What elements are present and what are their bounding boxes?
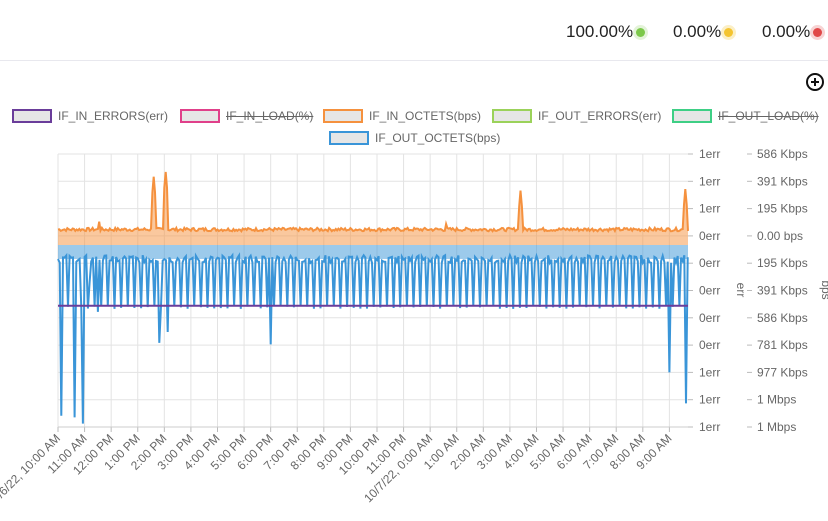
legend-swatch: [323, 109, 363, 123]
legend-swatch: [12, 109, 52, 123]
status-critical: 0.00%: [762, 22, 823, 42]
in-octets-area: [58, 172, 688, 245]
x-tick-label: 1:00 AM: [421, 431, 462, 472]
y-left-tick-label: 1err: [699, 420, 720, 434]
legend-swatch: [672, 109, 712, 123]
legend-swatch: [329, 131, 369, 145]
legend-swatch: [492, 109, 532, 123]
x-tick-label: 11:00 AM: [45, 431, 90, 476]
out-octets-line: [57, 252, 689, 424]
x-tick-label: 8:00 AM: [607, 431, 648, 472]
y-left-tick-label: 0err: [699, 256, 720, 270]
y-right-tick-label: 586 Kbps: [757, 311, 808, 325]
legend-item[interactable]: IF_OUT_OCTETS(bps): [329, 131, 500, 145]
status-critical-value: 0.00%: [762, 22, 811, 41]
y-left-tick-label: 1err: [699, 174, 720, 188]
x-tick-label: 6:00 AM: [554, 431, 595, 472]
x-tick-label: 2:00 AM: [447, 431, 488, 472]
y-right-axis-title: bps: [819, 280, 828, 299]
status-ok: 100.00%: [566, 22, 646, 42]
x-tick-label: 10/6/22, 10:00 AM: [0, 431, 63, 510]
y-right-tick-label: 1 Mbps: [757, 420, 796, 434]
y-right-tick-label: 977 Kbps: [757, 365, 808, 379]
y-right-tick-label: 195 Kbps: [757, 202, 808, 216]
legend-item[interactable]: IF_IN_LOAD(%): [180, 109, 313, 123]
status-ok-value: 100.00%: [566, 22, 634, 41]
x-tick-label: 9:00 PM: [314, 431, 356, 473]
ok-dot-icon: [636, 27, 646, 37]
y-left-tick-label: 0err: [699, 338, 720, 352]
x-tick-label: 4:00 AM: [501, 431, 542, 472]
y-right-tick-label: 781 Kbps: [757, 338, 808, 352]
legend-label: IF_OUT_LOAD(%): [718, 109, 819, 123]
legend-item[interactable]: IF_IN_ERRORS(err): [12, 109, 168, 123]
legend-item[interactable]: IF_OUT_LOAD(%): [672, 109, 819, 123]
zoom-in-icon[interactable]: [806, 73, 824, 91]
y-right-tick-label: 391 Kbps: [757, 174, 808, 188]
y-left-tick-label: 1err: [699, 202, 720, 216]
y-left-tick-label: 0err: [699, 284, 720, 298]
x-tick-label: 3:00 PM: [155, 431, 197, 473]
y-left-tick-label: 1err: [699, 147, 720, 161]
y-left-axis-title: err: [734, 283, 748, 298]
x-tick-label: 10:00 PM: [336, 431, 382, 477]
status-warning-value: 0.00%: [673, 22, 722, 41]
legend-item[interactable]: IF_IN_OCTETS(bps): [323, 109, 481, 123]
y-right-tick-label: 1 Mbps: [757, 393, 796, 407]
legend-label: IF_IN_ERRORS(err): [58, 109, 169, 123]
x-tick-label: 3:00 AM: [474, 431, 515, 472]
status-bar: 100.00% 0.00% 0.00%: [0, 0, 828, 61]
y-right-tick-label: 0.00 bps: [757, 229, 803, 243]
y-left-tick-label: 0err: [699, 229, 720, 243]
x-tick-label: 7:00 PM: [261, 431, 303, 473]
y-right-tick-label: 391 Kbps: [757, 284, 808, 298]
x-tick-label: 7:00 AM: [580, 431, 621, 472]
x-tick-label: 5:00 AM: [527, 431, 568, 472]
y-left-tick-label: 1err: [699, 365, 720, 379]
x-tick-label: 10/7/22, 0:00 AM: [361, 431, 435, 505]
legend-item[interactable]: IF_OUT_ERRORS(err): [492, 109, 661, 123]
x-tick-label: 2:00 PM: [128, 431, 170, 473]
x-tick-label: 6:00 PM: [234, 431, 276, 473]
x-tick-label: 8:00 PM: [287, 431, 329, 473]
x-tick-label: 12:00 PM: [70, 431, 116, 477]
x-tick-label: 11:00 PM: [363, 431, 409, 477]
warning-dot-icon: [724, 27, 734, 37]
critical-dot-icon: [813, 27, 823, 37]
x-tick-label: 9:00 AM: [633, 431, 674, 472]
x-tick-label: 4:00 PM: [181, 431, 223, 473]
status-warning: 0.00%: [673, 22, 734, 42]
x-tick-label: 1:00 PM: [101, 431, 143, 473]
legend-label: IF_IN_LOAD(%): [226, 109, 314, 123]
legend-swatch: [180, 109, 220, 123]
legend-label: IF_OUT_OCTETS(bps): [375, 131, 501, 145]
x-tick-label: 5:00 PM: [208, 431, 250, 473]
legend-label: IF_IN_OCTETS(bps): [369, 109, 482, 123]
y-left-tick-label: 1err: [699, 393, 720, 407]
out-octets-area: [58, 245, 688, 259]
in-octets-line: [57, 171, 689, 234]
legend-label: IF_OUT_ERRORS(err): [538, 109, 662, 123]
y-left-tick-label: 0err: [699, 311, 720, 325]
y-right-tick-label: 195 Kbps: [757, 256, 808, 270]
y-right-tick-label: 586 Kbps: [757, 147, 808, 161]
